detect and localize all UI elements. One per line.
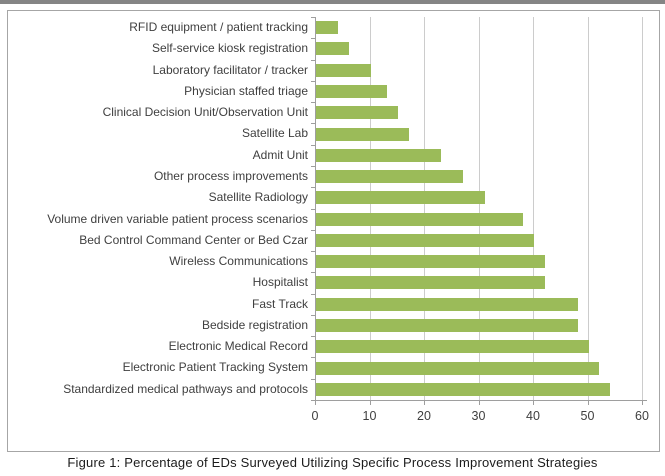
x-axis-tick-label: 10: [362, 409, 377, 423]
x-axis-tick-label: 40: [526, 409, 540, 423]
y-axis-tick: [311, 336, 315, 338]
y-axis-tick: [311, 293, 315, 295]
bar: [316, 170, 464, 184]
x-axis-tick-label: 50: [580, 409, 595, 423]
category-label: Bedside registration: [201, 317, 308, 332]
x-axis-tick: [587, 400, 589, 405]
category-label: Fast Track: [251, 296, 308, 311]
y-axis-tick: [311, 123, 315, 125]
gridline: [533, 17, 534, 400]
x-axis-tick-label: 30: [471, 409, 486, 423]
x-axis-tick-label: 0: [311, 409, 319, 423]
bar: [316, 340, 589, 354]
gridline: [424, 17, 425, 400]
y-axis-tick: [311, 80, 315, 82]
category-label: Electronic Medical Record: [168, 339, 308, 354]
y-axis-tick: [311, 400, 315, 401]
window-top-edge: [0, 0, 665, 4]
category-label: Hospitalist: [252, 275, 308, 290]
bar: [316, 297, 578, 311]
bar: [316, 276, 545, 290]
category-label: Bed Control Command Center or Bed Czar: [79, 232, 308, 247]
bar-chart: RFID equipment / patient tracking Self-se…: [8, 11, 659, 451]
gridline: [369, 17, 371, 400]
figure-caption: Figure 1: Percentage of EDs Surveyed Uti…: [67, 455, 598, 470]
category-label: Admit Unit: [252, 147, 308, 162]
x-axis-tick: [478, 400, 480, 405]
x-axis-line: [315, 400, 647, 401]
category-label: Self-service kiosk registration: [151, 41, 308, 56]
y-axis-tick: [311, 378, 315, 380]
y-axis-tick: [311, 314, 315, 316]
y-axis-tick: [311, 59, 315, 61]
bar: [316, 255, 545, 269]
category-label: Laboratory facilitator / tracker: [152, 62, 308, 77]
category-label: Clinical Decision Unit/Observation Unit: [102, 105, 308, 120]
gridline: [587, 17, 589, 400]
y-axis-tick: [311, 357, 315, 359]
x-axis-tick-label: 20: [417, 409, 431, 423]
x-axis-tick: [642, 400, 643, 405]
bar: [316, 63, 371, 77]
bar: [316, 212, 524, 226]
bar: [316, 106, 398, 120]
bar: [316, 21, 338, 35]
gridline: [478, 17, 480, 400]
chart-frame: RFID equipment / patient tracking Self-se…: [7, 10, 660, 452]
y-axis-tick: [311, 251, 315, 253]
y-axis-tick: [311, 38, 315, 40]
y-axis-tick: [311, 229, 315, 231]
bar: [316, 233, 534, 247]
bar: [316, 361, 600, 375]
category-label: Electronic Patient Tracking System: [122, 360, 308, 375]
y-axis-tick: [311, 272, 315, 274]
category-label: Volume driven variable patient process s…: [47, 211, 308, 226]
category-label: Satellite Radiology: [208, 190, 308, 205]
x-axis-tick-label: 60: [635, 409, 649, 423]
category-label: Satellite Lab: [241, 126, 308, 141]
y-axis-tick: [311, 144, 315, 146]
y-axis-tick: [311, 102, 315, 104]
category-label: RFID equipment / patient tracking: [129, 20, 308, 34]
bar: [316, 84, 387, 98]
gridline: [642, 17, 643, 400]
y-axis-tick: [311, 165, 315, 167]
x-axis-tick: [424, 400, 425, 405]
y-axis-tick: [311, 17, 315, 18]
category-label: Other process improvements: [153, 168, 308, 183]
bar: [316, 148, 442, 162]
bar: [316, 127, 409, 141]
y-axis-tick: [311, 187, 315, 189]
x-axis-tick: [369, 400, 371, 405]
bar: [316, 319, 578, 333]
category-label: Physician staffed triage: [184, 83, 308, 98]
category-label: Wireless Communications: [169, 254, 308, 269]
bar: [316, 191, 485, 205]
x-axis-tick: [533, 400, 534, 405]
category-label: Standardized medical pathways and protoc…: [63, 381, 308, 396]
y-axis-tick: [311, 208, 315, 210]
bar: [316, 382, 611, 396]
bar: [316, 42, 349, 56]
x-axis-tick: [315, 400, 316, 405]
y-axis-line: [315, 17, 316, 401]
